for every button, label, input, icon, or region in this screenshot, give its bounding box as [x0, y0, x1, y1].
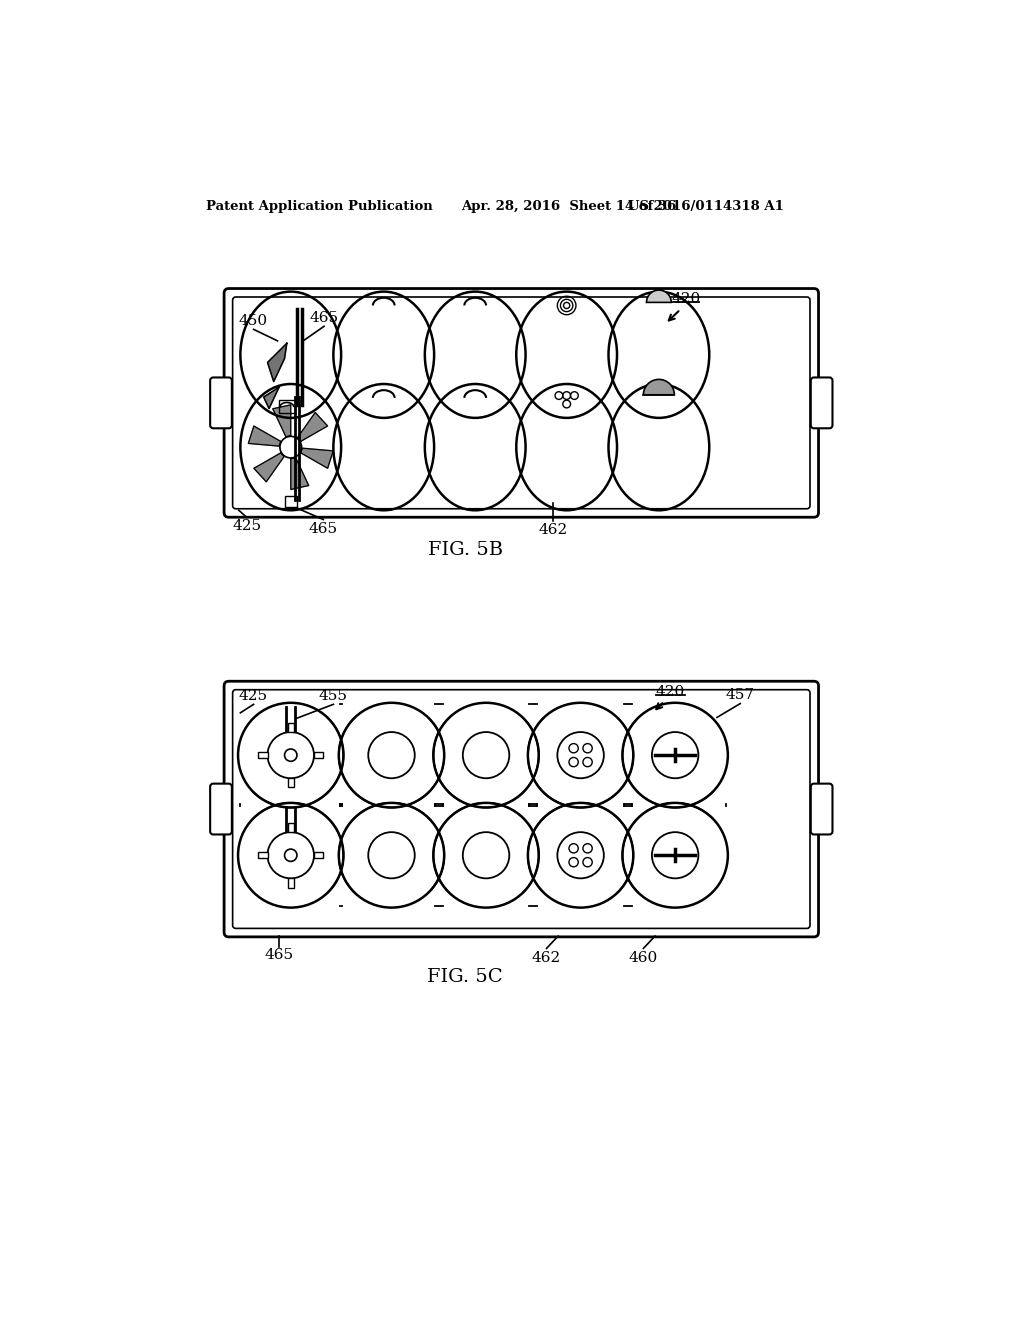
- Text: 420: 420: [656, 685, 685, 700]
- Text: 465: 465: [264, 948, 294, 962]
- FancyBboxPatch shape: [314, 853, 324, 858]
- Text: 460: 460: [629, 950, 658, 965]
- Text: Apr. 28, 2016  Sheet 14 of 36: Apr. 28, 2016 Sheet 14 of 36: [461, 199, 677, 213]
- FancyBboxPatch shape: [811, 378, 833, 428]
- Wedge shape: [646, 290, 672, 302]
- FancyBboxPatch shape: [285, 496, 297, 507]
- Polygon shape: [272, 405, 291, 437]
- FancyBboxPatch shape: [811, 784, 833, 834]
- Text: 425: 425: [232, 520, 261, 533]
- Circle shape: [280, 437, 302, 458]
- FancyBboxPatch shape: [258, 752, 267, 758]
- FancyBboxPatch shape: [210, 378, 231, 428]
- Polygon shape: [291, 458, 309, 490]
- FancyBboxPatch shape: [288, 878, 294, 887]
- Text: 420: 420: [672, 292, 700, 306]
- Polygon shape: [301, 449, 333, 469]
- Polygon shape: [263, 387, 280, 409]
- Text: FIG. 5B: FIG. 5B: [428, 541, 503, 558]
- Text: 462: 462: [531, 950, 561, 965]
- Polygon shape: [254, 453, 284, 482]
- Text: 457: 457: [726, 688, 755, 702]
- FancyBboxPatch shape: [314, 752, 324, 758]
- FancyBboxPatch shape: [288, 723, 294, 733]
- Text: 465: 465: [309, 310, 339, 325]
- Text: 465: 465: [309, 521, 338, 536]
- Polygon shape: [297, 412, 328, 441]
- FancyBboxPatch shape: [288, 779, 294, 788]
- FancyBboxPatch shape: [280, 400, 295, 412]
- Wedge shape: [643, 379, 675, 395]
- Text: 462: 462: [538, 523, 567, 537]
- Text: 450: 450: [239, 314, 268, 327]
- Text: US 2016/0114318 A1: US 2016/0114318 A1: [628, 199, 783, 213]
- Text: 425: 425: [239, 689, 268, 702]
- FancyBboxPatch shape: [210, 784, 231, 834]
- FancyBboxPatch shape: [288, 822, 294, 832]
- Text: Patent Application Publication: Patent Application Publication: [206, 199, 432, 213]
- FancyBboxPatch shape: [258, 853, 267, 858]
- Text: 455: 455: [318, 689, 348, 702]
- Polygon shape: [248, 426, 281, 446]
- Text: FIG. 5C: FIG. 5C: [427, 968, 503, 986]
- Polygon shape: [267, 343, 287, 381]
